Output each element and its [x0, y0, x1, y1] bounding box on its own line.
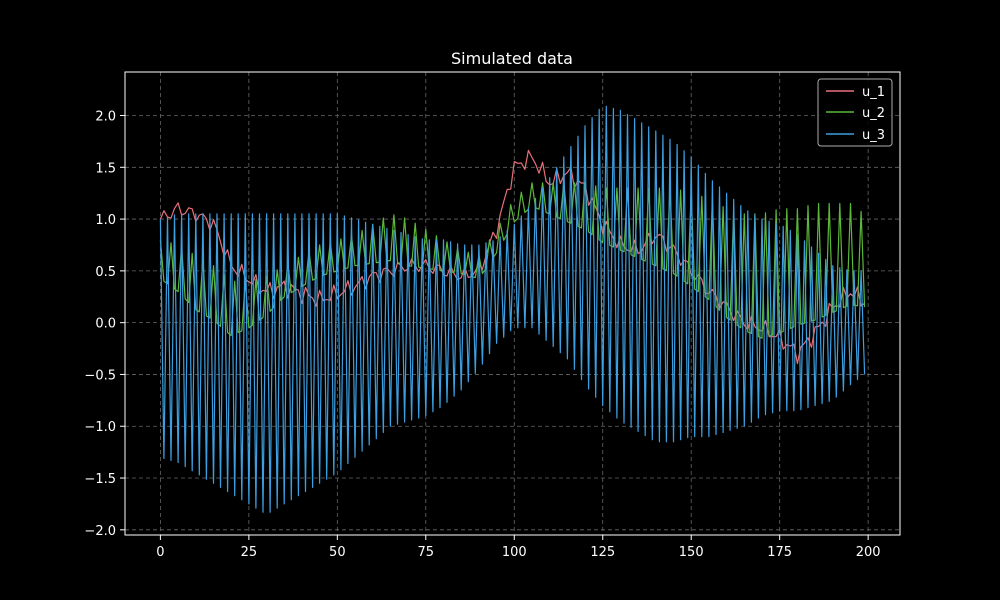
x-tick-label: 0 [156, 545, 164, 560]
y-tick-label: 0.5 [95, 265, 116, 280]
y-tick-label: 1.5 [95, 161, 116, 176]
chart-title: Simulated data [451, 49, 573, 68]
y-tick-label: 2.0 [95, 110, 116, 125]
legend-label-u3: u_3 [862, 128, 885, 143]
legend[interactable]: u_1 u_2 u_3 [817, 78, 893, 147]
axes-frame [124, 71, 901, 536]
x-tick-label: 125 [590, 545, 615, 560]
y-tick-label: −2.0 [84, 524, 116, 539]
x-tick-label: 25 [241, 545, 258, 560]
x-tick-label: 200 [856, 545, 881, 560]
series-line-u3 [159, 105, 866, 513]
x-tick-label: 50 [329, 545, 346, 560]
x-tick-label: 75 [418, 545, 435, 560]
series-layer [159, 105, 866, 513]
legend-label-u1: u_1 [862, 85, 885, 100]
legend-box [817, 78, 893, 147]
legend-label-u2: u_2 [862, 106, 885, 121]
y-tick-label: 0.0 [95, 317, 116, 332]
y-tick-label: 1.0 [95, 213, 116, 228]
y-tick-label: −1.0 [84, 420, 116, 435]
x-tick-label: 175 [767, 545, 792, 560]
y-tick-label: −1.5 [84, 472, 116, 487]
ticks: 0 25 50 75 100 125 150 175 200 −2.0 −1.5 −1.0 −0.5 0.… [84, 110, 880, 560]
x-tick-label: 100 [502, 545, 527, 560]
series-line-u2 [159, 182, 866, 339]
x-tick-label: 150 [679, 545, 704, 560]
y-tick-label: −0.5 [84, 368, 116, 383]
